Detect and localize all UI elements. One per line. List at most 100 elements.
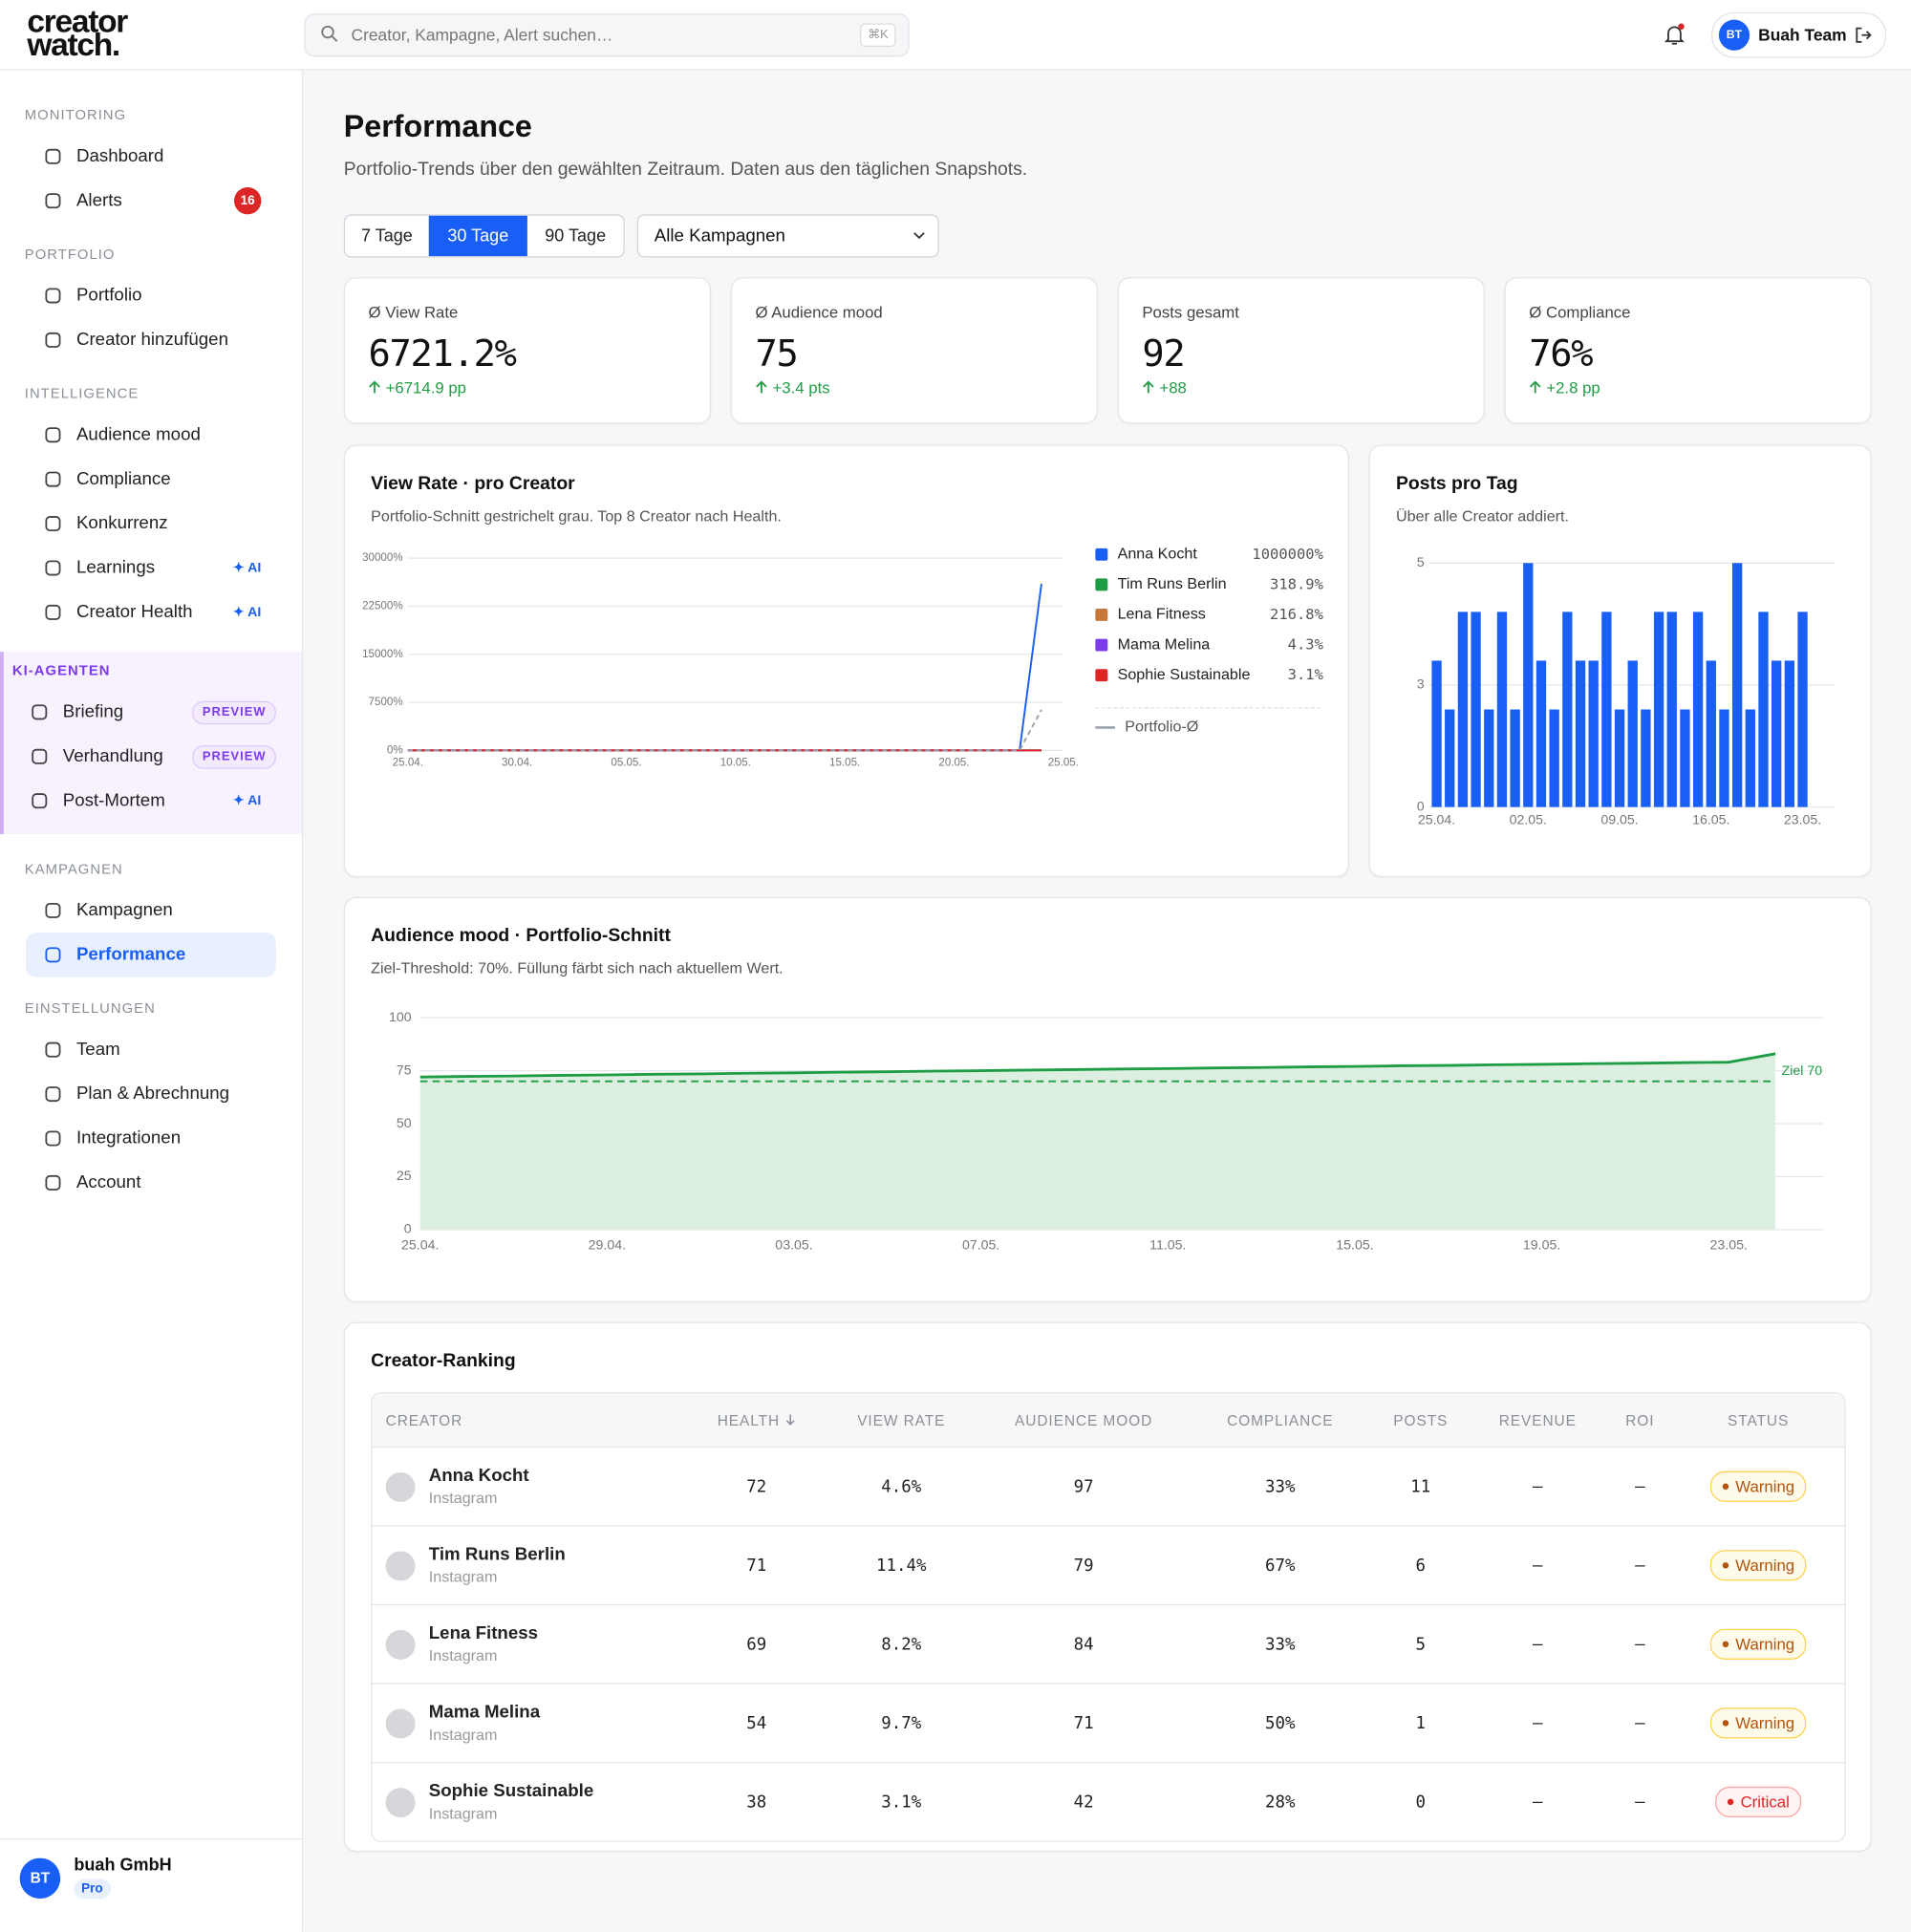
legend-swatch: [1095, 578, 1108, 591]
navigation: MONITORING Dashboard Alerts 16 PORTFOLIO Port…: [0, 71, 302, 1206]
logo-line: watch.: [27, 26, 120, 63]
creator-cell: Anna Kocht Instagram: [372, 1446, 692, 1526]
icon: [32, 793, 48, 809]
table-row[interactable]: Lena Fitness Instagram 69 8.2% 84 33% 5– – Warni…: [372, 1603, 1845, 1684]
table-row[interactable]: Tim Runs Berlin Instagram 71 11.4% 79 67% 6– – W…: [372, 1525, 1845, 1604]
user-menu[interactable]: BT Buah Team: [1711, 11, 1887, 58]
cell: –: [1607, 1603, 1672, 1684]
campaign-select[interactable]: Alle Kampagnen: [636, 214, 939, 258]
arrow-up: [756, 380, 767, 394]
kpi-value: 6721.2%: [368, 333, 517, 376]
legend-value: 1000000%: [1252, 546, 1323, 563]
bar: [1523, 563, 1534, 807]
preview-tag: PREVIEW: [192, 700, 276, 725]
x-tick-label: 10.05.: [720, 756, 751, 768]
table-row[interactable]: Mama Melina Instagram 54 9.7% 71 50% 1– – Warnin…: [372, 1683, 1845, 1762]
nav-item[interactable]: Portfolio: [26, 273, 276, 317]
kpi-delta: +3.4 pts: [755, 377, 830, 397]
target-label: Ziel 70: [1782, 1063, 1823, 1079]
bar: [1562, 612, 1573, 807]
legend-label: Mama Melina: [1118, 635, 1211, 653]
icon: [45, 1086, 61, 1103]
x-tick-label: 25.05.: [1048, 756, 1079, 768]
status-dot: [1722, 1720, 1728, 1727]
column-header[interactable]: HEALTH: [691, 1393, 823, 1447]
y-tick-label: 15000%: [362, 648, 403, 660]
avatar: [385, 1787, 416, 1817]
user-avatar: BT: [1718, 19, 1750, 51]
nav-section: KAMPAGNEN Kampagnen Performance: [0, 834, 302, 977]
chart-card: Posts pro Tag Über alle Creator addiert. 0…: [1368, 444, 1872, 878]
bar: [1666, 612, 1677, 807]
bar: [1471, 612, 1481, 807]
cell: 84: [980, 1603, 1187, 1684]
range-button[interactable]: 7 Tage: [360, 225, 413, 246]
nav-item[interactable]: Alerts 16: [26, 179, 276, 223]
kpi-value: 75: [755, 333, 798, 376]
select-value: Alle Kampagnen: [654, 226, 785, 247]
nav-item[interactable]: Integrationen: [26, 1116, 276, 1160]
icon-shape: [45, 947, 61, 963]
cell: 8.2%: [822, 1603, 981, 1684]
logo[interactable]: creator watch.: [27, 5, 128, 63]
nav-item[interactable]: Briefing PREVIEW: [12, 690, 276, 734]
nav-label: Compliance: [75, 469, 171, 489]
header-text: VIEW RATE: [857, 1411, 946, 1429]
nav-item[interactable]: Team: [26, 1027, 276, 1071]
nav-label: Konkurrenz: [75, 513, 168, 534]
nav-item[interactable]: Konkurrenz: [26, 502, 276, 546]
cell: 9.7%: [822, 1683, 981, 1762]
legend-swatch: [1095, 609, 1108, 621]
icon: [45, 1041, 61, 1058]
section-title: KI-AGENTEN: [11, 664, 111, 679]
x-tick-label: 02.05.: [1510, 813, 1547, 828]
bar: [1496, 612, 1508, 807]
nav-item[interactable]: Audience mood: [26, 413, 276, 457]
bar: [1731, 563, 1743, 807]
search-placeholder: Creator, Kampagne, Alert suchen…: [351, 26, 613, 45]
nav-item[interactable]: Learnings ✦ AI: [26, 546, 276, 590]
kpi-label: Ø Audience mood: [755, 303, 883, 322]
table-row[interactable]: Sophie Sustainable Instagram 38 3.1% 42 28% 0–…: [372, 1761, 1845, 1841]
delta-text: +3.4 pts: [772, 377, 830, 397]
column-header: AUDIENCE MOOD: [980, 1393, 1187, 1447]
status-pill: Critical: [1714, 1786, 1802, 1818]
nav-item[interactable]: Plan & Abrechnung: [26, 1072, 276, 1116]
range-button[interactable]: 30 Tage: [428, 215, 527, 257]
logout-icon[interactable]: [1855, 26, 1873, 44]
bar: [1745, 709, 1755, 807]
account-footer[interactable]: BT buah GmbH Pro: [0, 1837, 302, 1932]
shortcut: ⌘K: [860, 23, 896, 48]
nav-item[interactable]: Post-Mortem ✦ AI: [12, 779, 276, 823]
y-tick-label: 22500%: [362, 599, 403, 612]
creator: Mama Melina Instagram: [385, 1703, 691, 1744]
nav-label: Dashboard: [75, 146, 164, 167]
nav-item[interactable]: Performance: [26, 933, 276, 977]
status-pill: Warning: [1709, 1470, 1808, 1502]
nav-item[interactable]: Compliance: [26, 457, 276, 501]
x-tick-label: 15.05.: [1336, 1237, 1373, 1253]
x-tick-label: 15.05.: [829, 756, 860, 768]
nav-item[interactable]: Verhandlung PREVIEW: [12, 735, 276, 779]
search-box[interactable]: Creator, Kampagne, Alert suchen… ⌘K: [304, 13, 910, 57]
arrow-up: [1529, 380, 1541, 394]
creator-name: Tim Runs Berlin: [428, 1545, 566, 1565]
table-row[interactable]: Anna Kocht Instagram 72 4.6% 97 33% 11– – Warnin…: [372, 1446, 1845, 1526]
cell: –: [1467, 1761, 1608, 1841]
range-button[interactable]: 90 Tage: [545, 225, 607, 246]
nav-item[interactable]: Creator hinzufügen: [26, 318, 276, 362]
cell: –: [1607, 1446, 1672, 1526]
nav-item[interactable]: Account: [26, 1161, 276, 1205]
nav-item[interactable]: Creator Health ✦ AI: [26, 590, 276, 634]
cell: 1: [1373, 1683, 1468, 1762]
cell: 11.4%: [822, 1525, 981, 1604]
org-name: buah GmbH: [74, 1854, 172, 1875]
bar: [1445, 709, 1455, 807]
cell: 38: [691, 1761, 823, 1841]
nav-item[interactable]: Dashboard: [26, 135, 276, 179]
notifications[interactable]: [1663, 22, 1687, 47]
nav-item[interactable]: Kampagnen: [26, 889, 276, 933]
bar: [1680, 709, 1690, 807]
kpi-card: Posts gesamt 92 +88: [1117, 277, 1485, 424]
icon-shape: [32, 793, 48, 809]
